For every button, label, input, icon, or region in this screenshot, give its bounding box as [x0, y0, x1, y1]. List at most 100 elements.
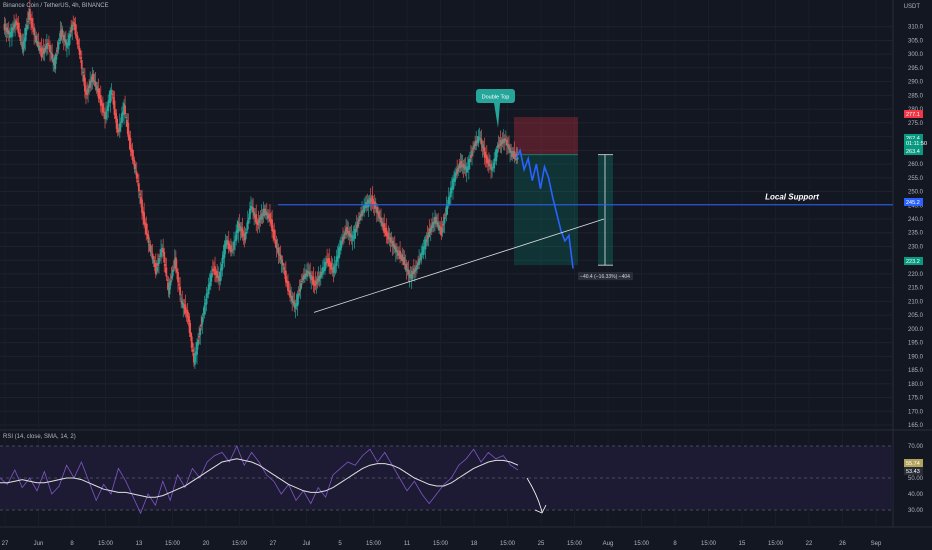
candle-body	[132, 159, 135, 162]
candle-body	[69, 33, 72, 38]
candle-body	[324, 261, 326, 272]
candle-body	[248, 208, 251, 220]
candle-body	[404, 264, 407, 266]
candle-body	[8, 32, 11, 38]
candle-body	[336, 255, 339, 258]
candle-body	[450, 186, 453, 190]
candle-body	[35, 35, 38, 42]
candle-body	[388, 237, 391, 240]
candle-body	[195, 351, 197, 356]
price-tick-label: 235.0	[908, 231, 924, 237]
candle-body	[223, 244, 226, 258]
time-tick-label: 5	[338, 541, 342, 547]
time-tick-label: 15	[739, 541, 746, 547]
candle-body	[292, 300, 295, 303]
price-badges: −40.4 (−16.33%) −404277.1262.401:11:5026…	[578, 110, 927, 475]
candle-body	[361, 210, 363, 217]
candle-body	[391, 240, 394, 247]
candle-body	[325, 262, 327, 265]
candle-body	[409, 275, 412, 277]
candle-body	[170, 276, 173, 279]
candle-body	[277, 247, 280, 255]
candle-body	[180, 298, 183, 300]
candle-body	[125, 117, 128, 119]
price-badge-text: 245.2	[906, 200, 920, 206]
candle-body	[33, 27, 36, 36]
candle-body	[339, 240, 342, 251]
candle-body	[54, 56, 57, 70]
candle-body	[72, 22, 75, 24]
candle-body	[124, 105, 126, 114]
candle-body	[226, 242, 229, 245]
candle-body	[417, 262, 419, 266]
candle-body	[88, 86, 91, 89]
price-tick-label: 240.0	[908, 217, 924, 223]
candle-body	[178, 283, 180, 286]
candle-body	[298, 289, 301, 292]
candle-body	[269, 213, 271, 222]
candle-body	[251, 206, 253, 209]
price-tick-label: 180.0	[908, 382, 924, 388]
candle-body	[82, 74, 85, 82]
candle-body	[9, 33, 12, 35]
candle-body	[363, 205, 366, 213]
candle-body	[260, 213, 263, 220]
candle-body	[14, 22, 17, 27]
rsi-ma-line	[0, 458, 519, 498]
candle-body	[165, 267, 168, 277]
candle-body	[139, 194, 141, 196]
candle-body	[476, 140, 479, 142]
candle-body	[113, 100, 116, 115]
candle-body	[213, 268, 215, 271]
candle-body	[464, 166, 467, 170]
candle-body	[127, 123, 130, 137]
candle-body	[356, 221, 359, 227]
candle-body	[24, 27, 27, 41]
candle-body	[19, 32, 22, 42]
candle-body	[348, 230, 351, 236]
candle-body	[434, 216, 436, 225]
candle-body	[416, 264, 418, 270]
candle-body	[438, 225, 441, 230]
candle-body	[121, 113, 123, 124]
candle-body	[302, 275, 305, 279]
candle-body	[400, 256, 403, 258]
candle-body	[375, 206, 378, 213]
rsi-tick-label: 70.00	[908, 444, 924, 450]
measure-label-bg	[578, 272, 633, 281]
candle-body	[117, 130, 120, 132]
time-tick-label: 15:00	[500, 541, 516, 547]
candle-body	[306, 270, 308, 277]
candle-body	[372, 203, 375, 205]
candle-body	[177, 271, 179, 283]
candle-body	[335, 256, 338, 266]
candle-body	[179, 286, 181, 296]
candle-body	[38, 45, 41, 50]
candle-body	[412, 268, 415, 275]
price-tick-label: 195.0	[908, 341, 924, 347]
candle-body	[358, 215, 361, 220]
candle-body	[473, 145, 476, 149]
candle-body	[164, 264, 167, 267]
candle-body	[503, 138, 506, 141]
candle-body	[37, 42, 40, 47]
candle-body	[326, 258, 329, 264]
candle-body	[68, 34, 70, 46]
candle-body	[293, 301, 296, 306]
price-badge	[904, 257, 923, 265]
candle-body	[317, 276, 320, 282]
candle-body	[310, 275, 313, 280]
candle-body	[332, 267, 335, 273]
candle-body	[92, 74, 95, 81]
candle-body	[475, 140, 478, 146]
candle-body	[61, 35, 64, 37]
candle-body	[364, 206, 367, 208]
stop-zone	[514, 117, 578, 155]
price-tick-label: 165.0	[908, 423, 924, 429]
price-tick-label: 230.0	[908, 244, 924, 250]
candle-body	[53, 61, 56, 66]
candle-body	[22, 40, 25, 52]
candle-body	[32, 27, 34, 29]
candle-body	[387, 232, 390, 240]
